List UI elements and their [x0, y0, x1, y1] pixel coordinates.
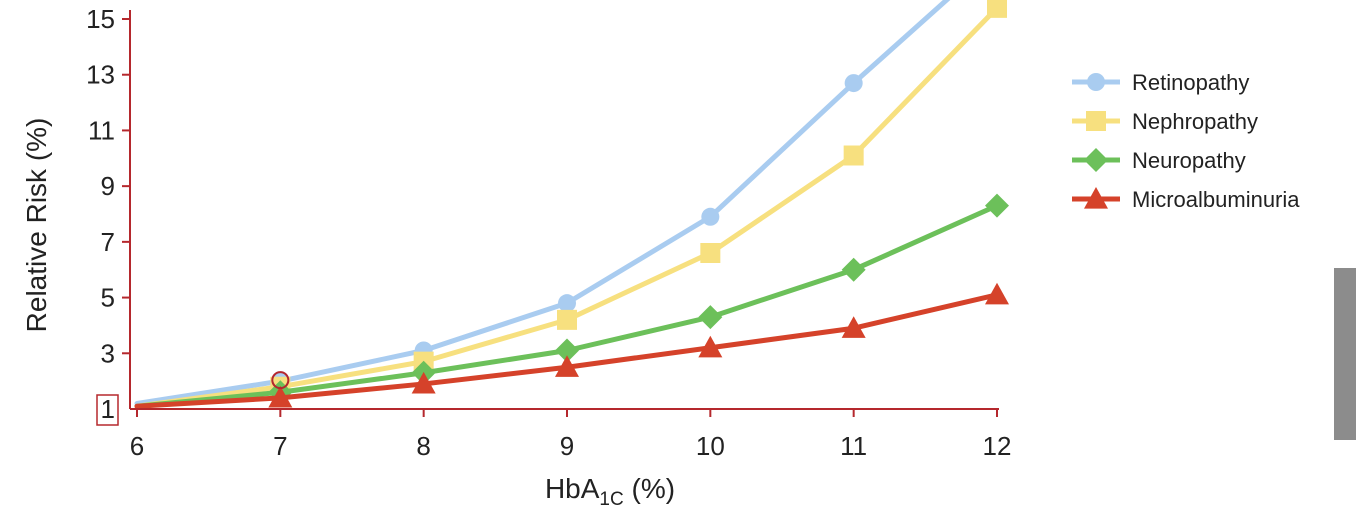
neuropathy-point-9 — [555, 338, 579, 363]
microalbuminuria-point-11 — [841, 316, 866, 338]
y-tick-label-9: 9 — [101, 171, 115, 201]
nephropathy-point-9 — [557, 309, 577, 330]
neuropathy-point-12 — [985, 193, 1009, 218]
x-tick-label-8: 8 — [416, 431, 430, 461]
microalbuminuria-point-10 — [698, 335, 723, 358]
microalbuminuria-point-12 — [985, 282, 1009, 305]
x-tick-label-7: 7 — [273, 431, 287, 461]
microalbuminuria-point-7 — [268, 385, 293, 408]
x-tick-label-9: 9 — [560, 431, 574, 461]
y-tick-label-5: 5 — [101, 283, 115, 313]
y-tick-label-11: 11 — [88, 115, 115, 145]
legend-neuropathy-marker — [1084, 148, 1108, 172]
legend-microalbuminuria-marker — [1084, 187, 1108, 209]
y-tick-label-3: 3 — [101, 338, 115, 368]
neuropathy-point-11 — [841, 257, 866, 282]
y-tick-label-1: 1 — [101, 394, 115, 424]
x-tick-label-11: 11 — [840, 431, 867, 461]
y-tick-1-box — [96, 394, 119, 426]
x-tick-label-10: 10 — [696, 431, 725, 461]
legend-retinopathy-label: Retinopathy — [1132, 70, 1249, 95]
y-tick-label-15: 15 — [86, 4, 115, 34]
retinopathy-point-9 — [558, 294, 576, 313]
legend-retinopathy-marker — [1087, 73, 1105, 91]
side-scroll-bar — [1334, 268, 1356, 440]
microalbuminuria-point-8 — [411, 371, 436, 394]
legend-neuropathy-label: Neuropathy — [1132, 148, 1246, 173]
x-axis-title: HbA1C (%) — [545, 473, 675, 508]
nephropathy-point-12 — [987, 0, 1007, 18]
retinopathy-point-10 — [701, 207, 720, 226]
highlight-ring-marker — [271, 371, 290, 390]
x-tick-label-12: 12 — [983, 431, 1012, 461]
neuropathy-point-10 — [698, 305, 723, 330]
legend-nephropathy-marker — [1086, 111, 1106, 131]
retinopathy-point-11 — [844, 74, 863, 93]
legend-microalbuminuria-label: Microalbuminuria — [1132, 187, 1300, 212]
y-axis-title: Relative Risk (%) — [21, 118, 52, 333]
x-tick-label-6: 6 — [130, 431, 144, 461]
nephropathy-point-11 — [843, 145, 864, 166]
nephropathy-point-10 — [700, 243, 721, 263]
y-tick-label-7: 7 — [101, 227, 115, 257]
legend-nephropathy-label: Nephropathy — [1132, 109, 1258, 134]
microalbuminuria-point-9 — [555, 355, 579, 377]
y-tick-label-13: 13 — [86, 60, 115, 90]
